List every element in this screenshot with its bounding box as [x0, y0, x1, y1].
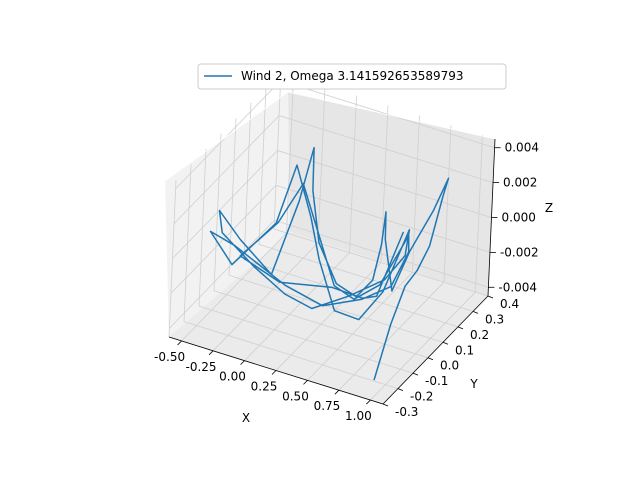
- z-grid: [170, 184, 491, 294]
- grid-lines: [168, 71, 495, 405]
- x-grid-floor: [181, 232, 287, 342]
- x-tick-label: 0.50: [282, 389, 309, 403]
- x-tick-label: 0.25: [251, 380, 278, 394]
- axis-ticks: [177, 147, 501, 407]
- z-tick-label: -0.004: [498, 280, 537, 294]
- y-tick-label: 0.4: [500, 297, 519, 311]
- y-axis-label: Y: [469, 377, 478, 391]
- x-tick: [334, 389, 340, 395]
- y-tick-label: -0.3: [395, 405, 418, 419]
- x-grid-floor: [212, 242, 319, 352]
- pane-left: [165, 92, 290, 337]
- y-grid-floor: [213, 290, 429, 359]
- x-grid-floor: [307, 272, 413, 381]
- axis-tick-labels: -0.50-0.250.00 0.25 0.50 0.75 1.00 -0.3-0.2 -0…: [154, 141, 539, 423]
- y-tick-label: 0.0: [440, 359, 459, 373]
- y-tick-label: 0.2: [470, 328, 489, 342]
- z-grid: [169, 219, 489, 329]
- x-grid-floor: [338, 281, 445, 391]
- axes-3d: -0.50-0.250.00 0.25 0.50 0.75 1.00 -0.3-0.2 -0…: [154, 71, 539, 423]
- y-grid-floor: [183, 321, 399, 389]
- x-tick: [240, 360, 245, 365]
- legend: Wind 2, Omega 3.141592653589793: [197, 63, 507, 90]
- pane-right: [288, 92, 495, 296]
- z-grid: [173, 115, 494, 224]
- legend-box: [197, 63, 507, 90]
- y-tick: [487, 295, 494, 299]
- z-grid: [172, 150, 492, 259]
- y-tick-label: -0.2: [410, 390, 433, 404]
- z-axis-label: Z: [545, 201, 553, 215]
- z-tick-label: -0.002: [500, 245, 539, 259]
- x-axis-label: X: [242, 411, 250, 425]
- series-layer: [209, 146, 450, 381]
- y-tick: [397, 388, 404, 391]
- y-tick: [442, 341, 449, 345]
- x-tick: [366, 399, 371, 405]
- y-tick: [427, 357, 434, 361]
- z-tick-label: 0.004: [505, 141, 539, 155]
- y-grid-floor: [228, 274, 444, 343]
- y-tick: [472, 311, 479, 314]
- x-tick-label: 0.00: [219, 370, 246, 384]
- y-tick: [457, 326, 464, 330]
- x-tick-label: -0.50: [154, 350, 185, 364]
- x-tick: [208, 350, 214, 356]
- x-tick: [271, 370, 277, 375]
- y-tick-label: 0.1: [455, 343, 474, 357]
- y-tick: [412, 372, 419, 376]
- x-tick: [177, 340, 182, 346]
- x-tick-label: 1.00: [345, 409, 372, 423]
- z-tick-label: 0.000: [502, 211, 536, 225]
- x-tick-label: -0.25: [186, 360, 217, 374]
- pane-edge-back: [164, 91, 496, 182]
- x-tick-label: 0.75: [314, 399, 341, 413]
- y-tick: [382, 403, 389, 407]
- y-axis-line: [382, 295, 489, 405]
- x-grid-floor: [244, 252, 350, 361]
- x-tick: [303, 380, 308, 385]
- y-grid-floor: [198, 305, 414, 374]
- y-grid-floor: [258, 244, 474, 312]
- series-line-wind-2: [209, 146, 450, 381]
- legend-label-wind-2: Wind 2, Omega 3.141592653589793: [241, 69, 464, 83]
- y-tick-label: 0.3: [485, 312, 504, 326]
- x-grid-floor: [275, 262, 382, 371]
- z-tick-label: 0.002: [503, 176, 537, 190]
- y-tick-label: -0.1: [425, 374, 448, 388]
- y-grid-floor: [273, 228, 489, 297]
- x-grid-floor: [370, 291, 476, 401]
